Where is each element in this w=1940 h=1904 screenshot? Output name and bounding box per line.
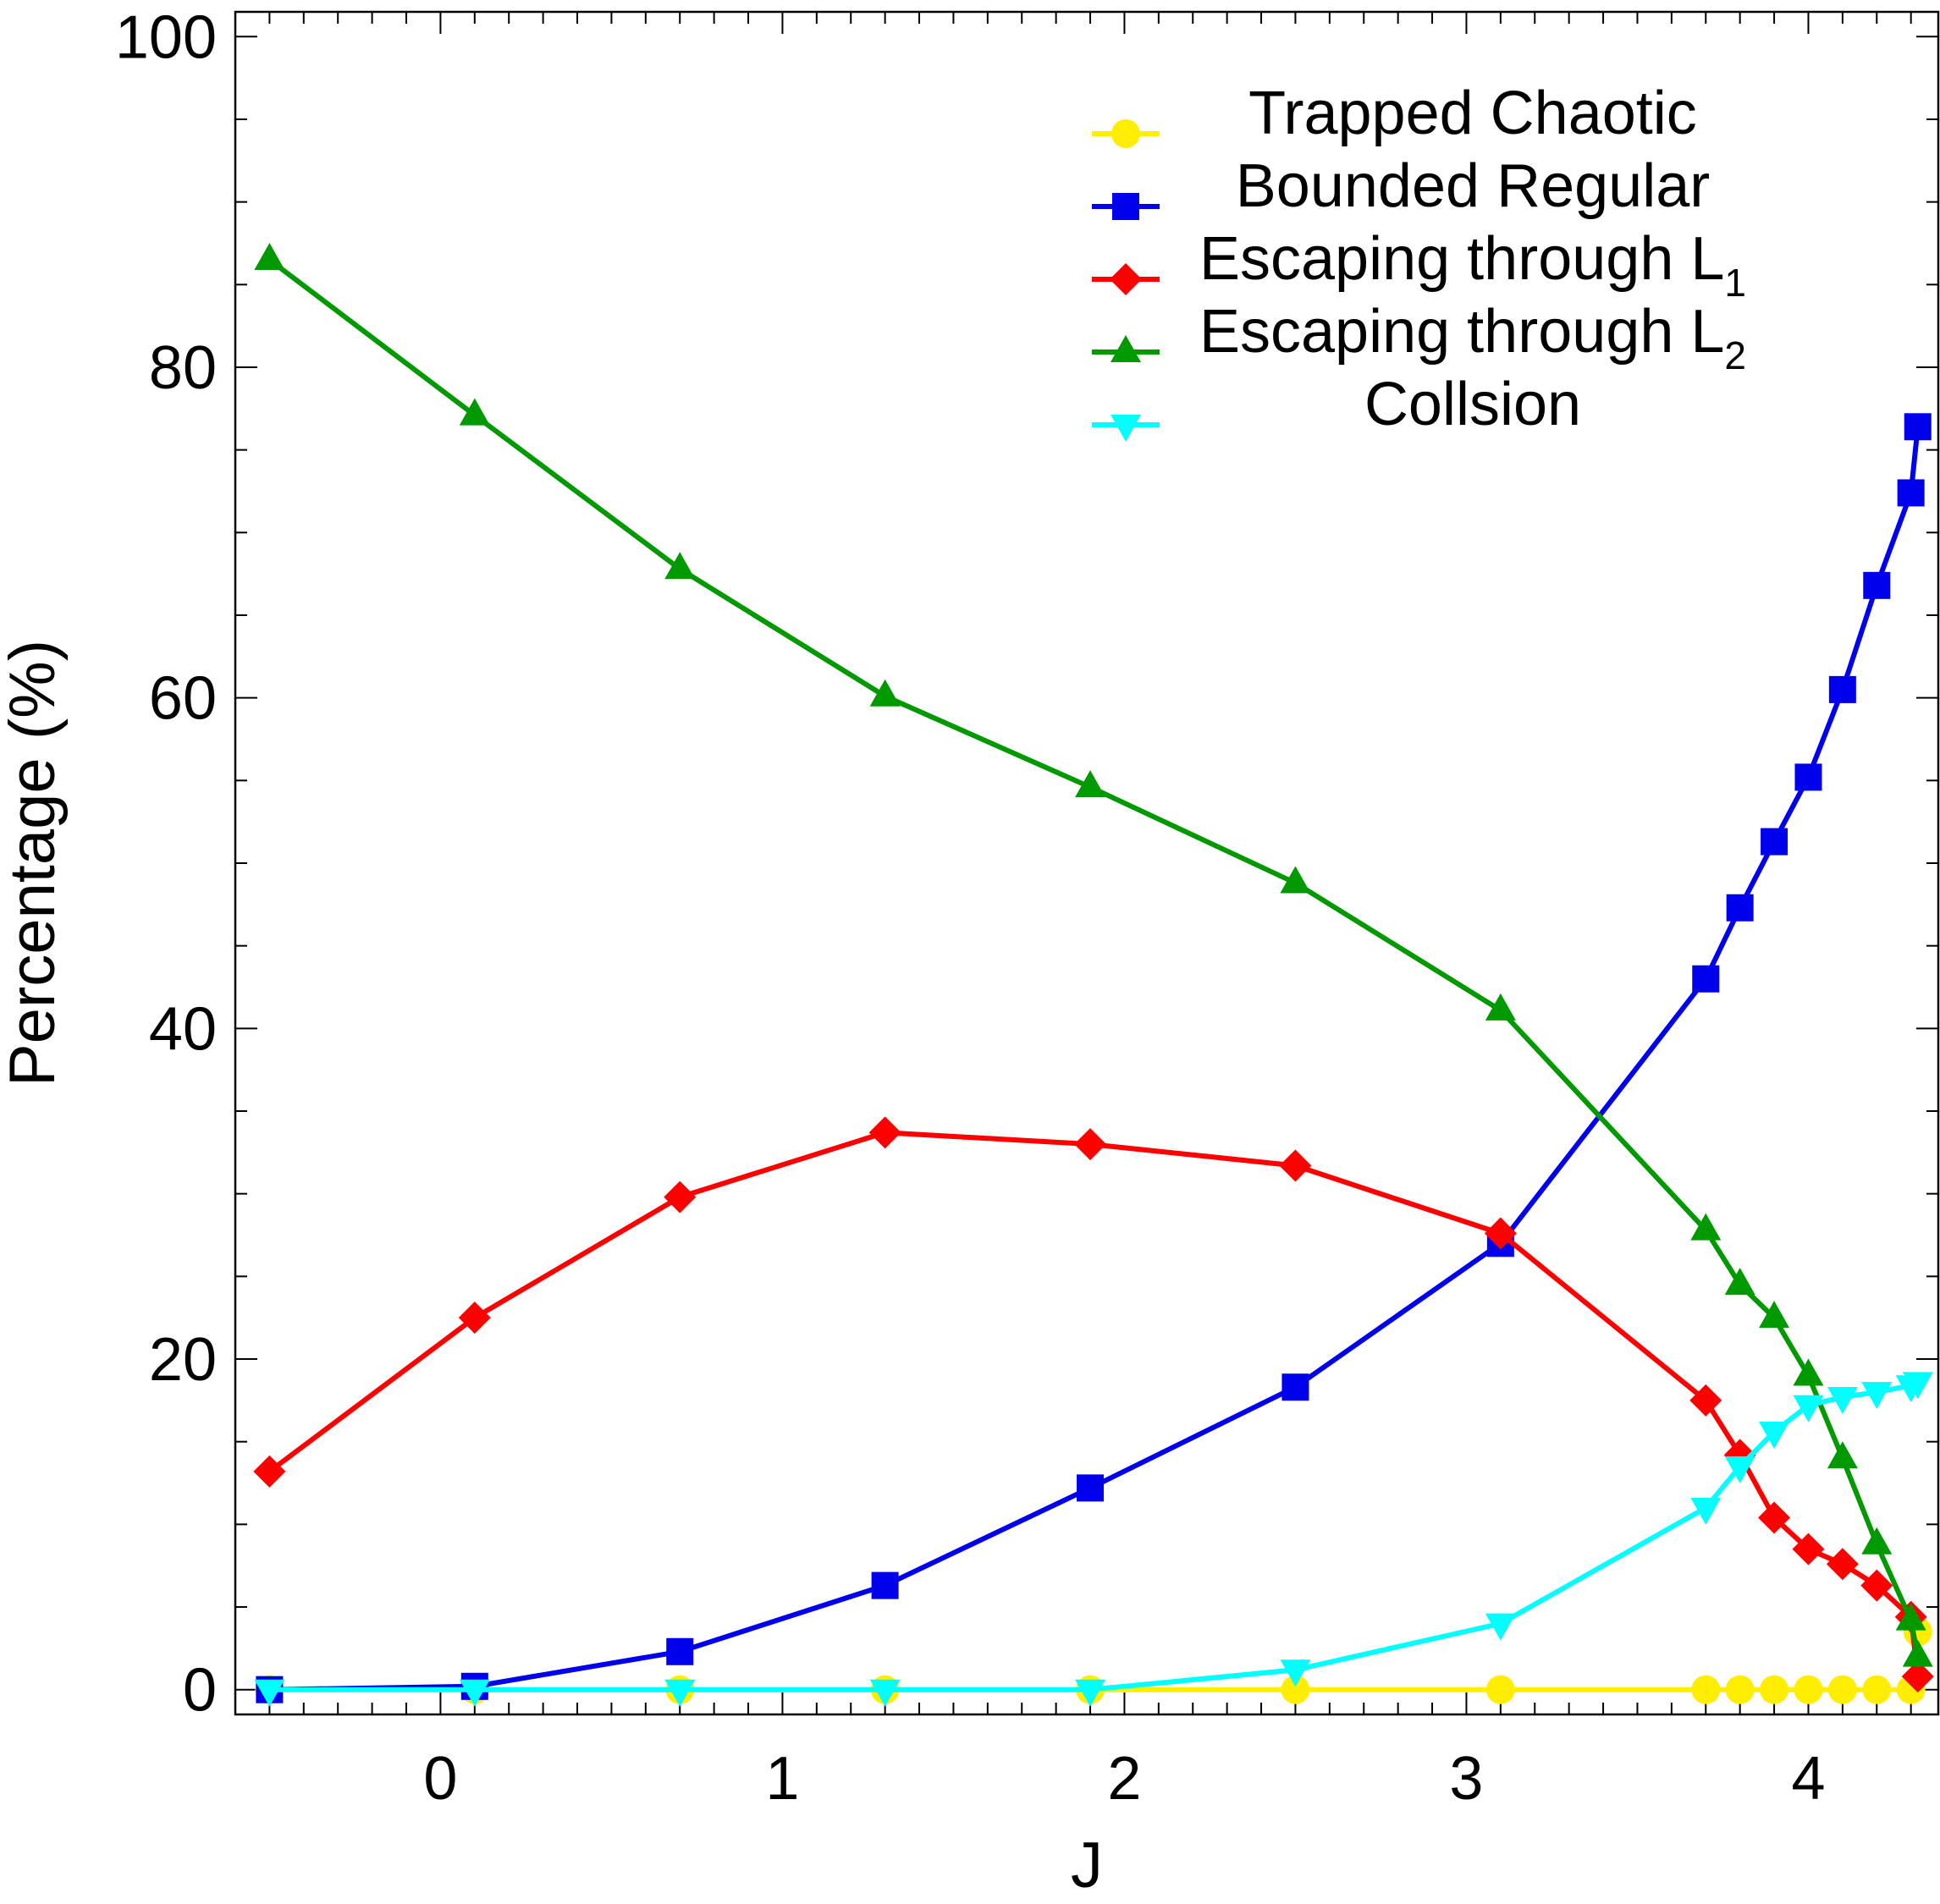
data-point	[1901, 1660, 1934, 1693]
data-point	[1691, 1675, 1721, 1704]
legend-swatch-marker	[1112, 193, 1139, 220]
data-point	[1794, 1675, 1823, 1704]
plot-frame	[234, 10, 1940, 1716]
data-point	[666, 1637, 694, 1665]
data-point	[869, 679, 901, 707]
data-point	[664, 552, 696, 580]
y-tick-label: 0	[183, 1657, 217, 1725]
data-point	[1902, 1639, 1933, 1667]
data-point	[1826, 1548, 1859, 1581]
x-tick-label: 4	[1791, 1745, 1825, 1813]
data-point	[1862, 1675, 1892, 1704]
x-axis-label: J	[1071, 1830, 1103, 1901]
data-point	[1485, 1613, 1516, 1641]
data-point	[1793, 1395, 1824, 1422]
data-point	[1759, 1301, 1790, 1329]
legend-label: Escaping through L2	[1199, 298, 1746, 377]
data-point	[1075, 1679, 1106, 1707]
data-point	[254, 1679, 285, 1707]
data-point	[1902, 1372, 1933, 1400]
data-point	[1863, 571, 1891, 599]
y-tick-label: 100	[115, 3, 217, 71]
data-point	[459, 398, 490, 426]
legend-swatch-marker	[1111, 119, 1140, 148]
data-point	[1792, 1533, 1825, 1566]
data-point	[1904, 413, 1932, 441]
data-point	[254, 243, 285, 271]
y-tick-label: 20	[149, 1326, 217, 1394]
series-5	[254, 1372, 1933, 1707]
data-point	[1725, 1675, 1755, 1704]
x-tick-label: 2	[1107, 1745, 1141, 1813]
legend-item: Escaping through L1	[1092, 225, 1746, 305]
legend-item: Collsion	[1092, 371, 1581, 442]
data-point	[1690, 1213, 1722, 1241]
data-point	[1281, 1373, 1309, 1401]
data-point	[1075, 770, 1106, 798]
data-point	[1690, 1497, 1722, 1525]
data-point	[1692, 965, 1720, 993]
legend-item: Trapped Chaotic	[1092, 80, 1697, 148]
data-point	[1279, 1149, 1312, 1182]
data-point	[1895, 1603, 1926, 1631]
data-point	[1793, 1358, 1824, 1386]
data-point	[1861, 1527, 1893, 1555]
data-point	[1759, 1421, 1790, 1449]
legend-swatch-marker	[1111, 335, 1141, 362]
data-point	[868, 1116, 901, 1149]
data-point	[871, 1571, 899, 1599]
data-point	[459, 1679, 490, 1707]
x-tick-label: 1	[765, 1745, 799, 1813]
y-tick-label: 60	[149, 665, 217, 733]
axis-ticks	[234, 12, 1938, 1714]
legend-item: Bounded Regular	[1092, 152, 1710, 220]
y-tick-label: 80	[149, 334, 217, 402]
x-tick-label: 3	[1449, 1745, 1483, 1813]
legend-label: Trapped Chaotic	[1248, 80, 1697, 147]
data-point	[1827, 1441, 1858, 1469]
data-point	[1485, 993, 1516, 1021]
data-point	[1077, 1474, 1105, 1502]
x-tick-label: 0	[423, 1745, 457, 1813]
y-tick-label: 40	[149, 995, 217, 1063]
data-point	[1758, 1501, 1791, 1534]
legend-label: Bounded Regular	[1236, 152, 1710, 220]
y-axis-label: Percentage (%)	[0, 640, 69, 1087]
data-point	[1860, 1569, 1893, 1602]
legend-label: Escaping through L1	[1199, 225, 1746, 305]
data-point	[1689, 1384, 1722, 1417]
data-point	[1760, 1675, 1789, 1704]
data-point	[664, 1679, 696, 1707]
data-point	[1726, 894, 1754, 922]
data-point	[1761, 828, 1788, 856]
data-point	[1827, 1386, 1858, 1414]
data-point	[1724, 1456, 1755, 1483]
data-point	[1074, 1128, 1107, 1161]
data-point	[1794, 763, 1822, 791]
legend-swatch-marker	[1111, 415, 1141, 442]
legend-label: Collsion	[1364, 371, 1581, 438]
data-point	[253, 1455, 286, 1488]
data-point	[1280, 866, 1311, 894]
data-point	[458, 1301, 491, 1334]
series-layer	[253, 243, 1934, 1707]
data-point	[1828, 675, 1856, 703]
legend-swatch-marker	[1110, 263, 1142, 295]
data-point	[869, 1679, 901, 1707]
legend-item: Escaping through L2	[1092, 298, 1746, 377]
data-point	[1484, 1217, 1517, 1250]
series-4	[254, 243, 1933, 1667]
data-point	[1724, 1268, 1755, 1296]
data-point	[1897, 479, 1925, 507]
data-point	[1280, 1659, 1311, 1687]
data-point	[1861, 1382, 1893, 1410]
data-point	[1485, 1675, 1515, 1704]
data-point	[1281, 1675, 1310, 1704]
data-point	[1827, 1675, 1857, 1704]
data-point	[664, 1180, 697, 1213]
